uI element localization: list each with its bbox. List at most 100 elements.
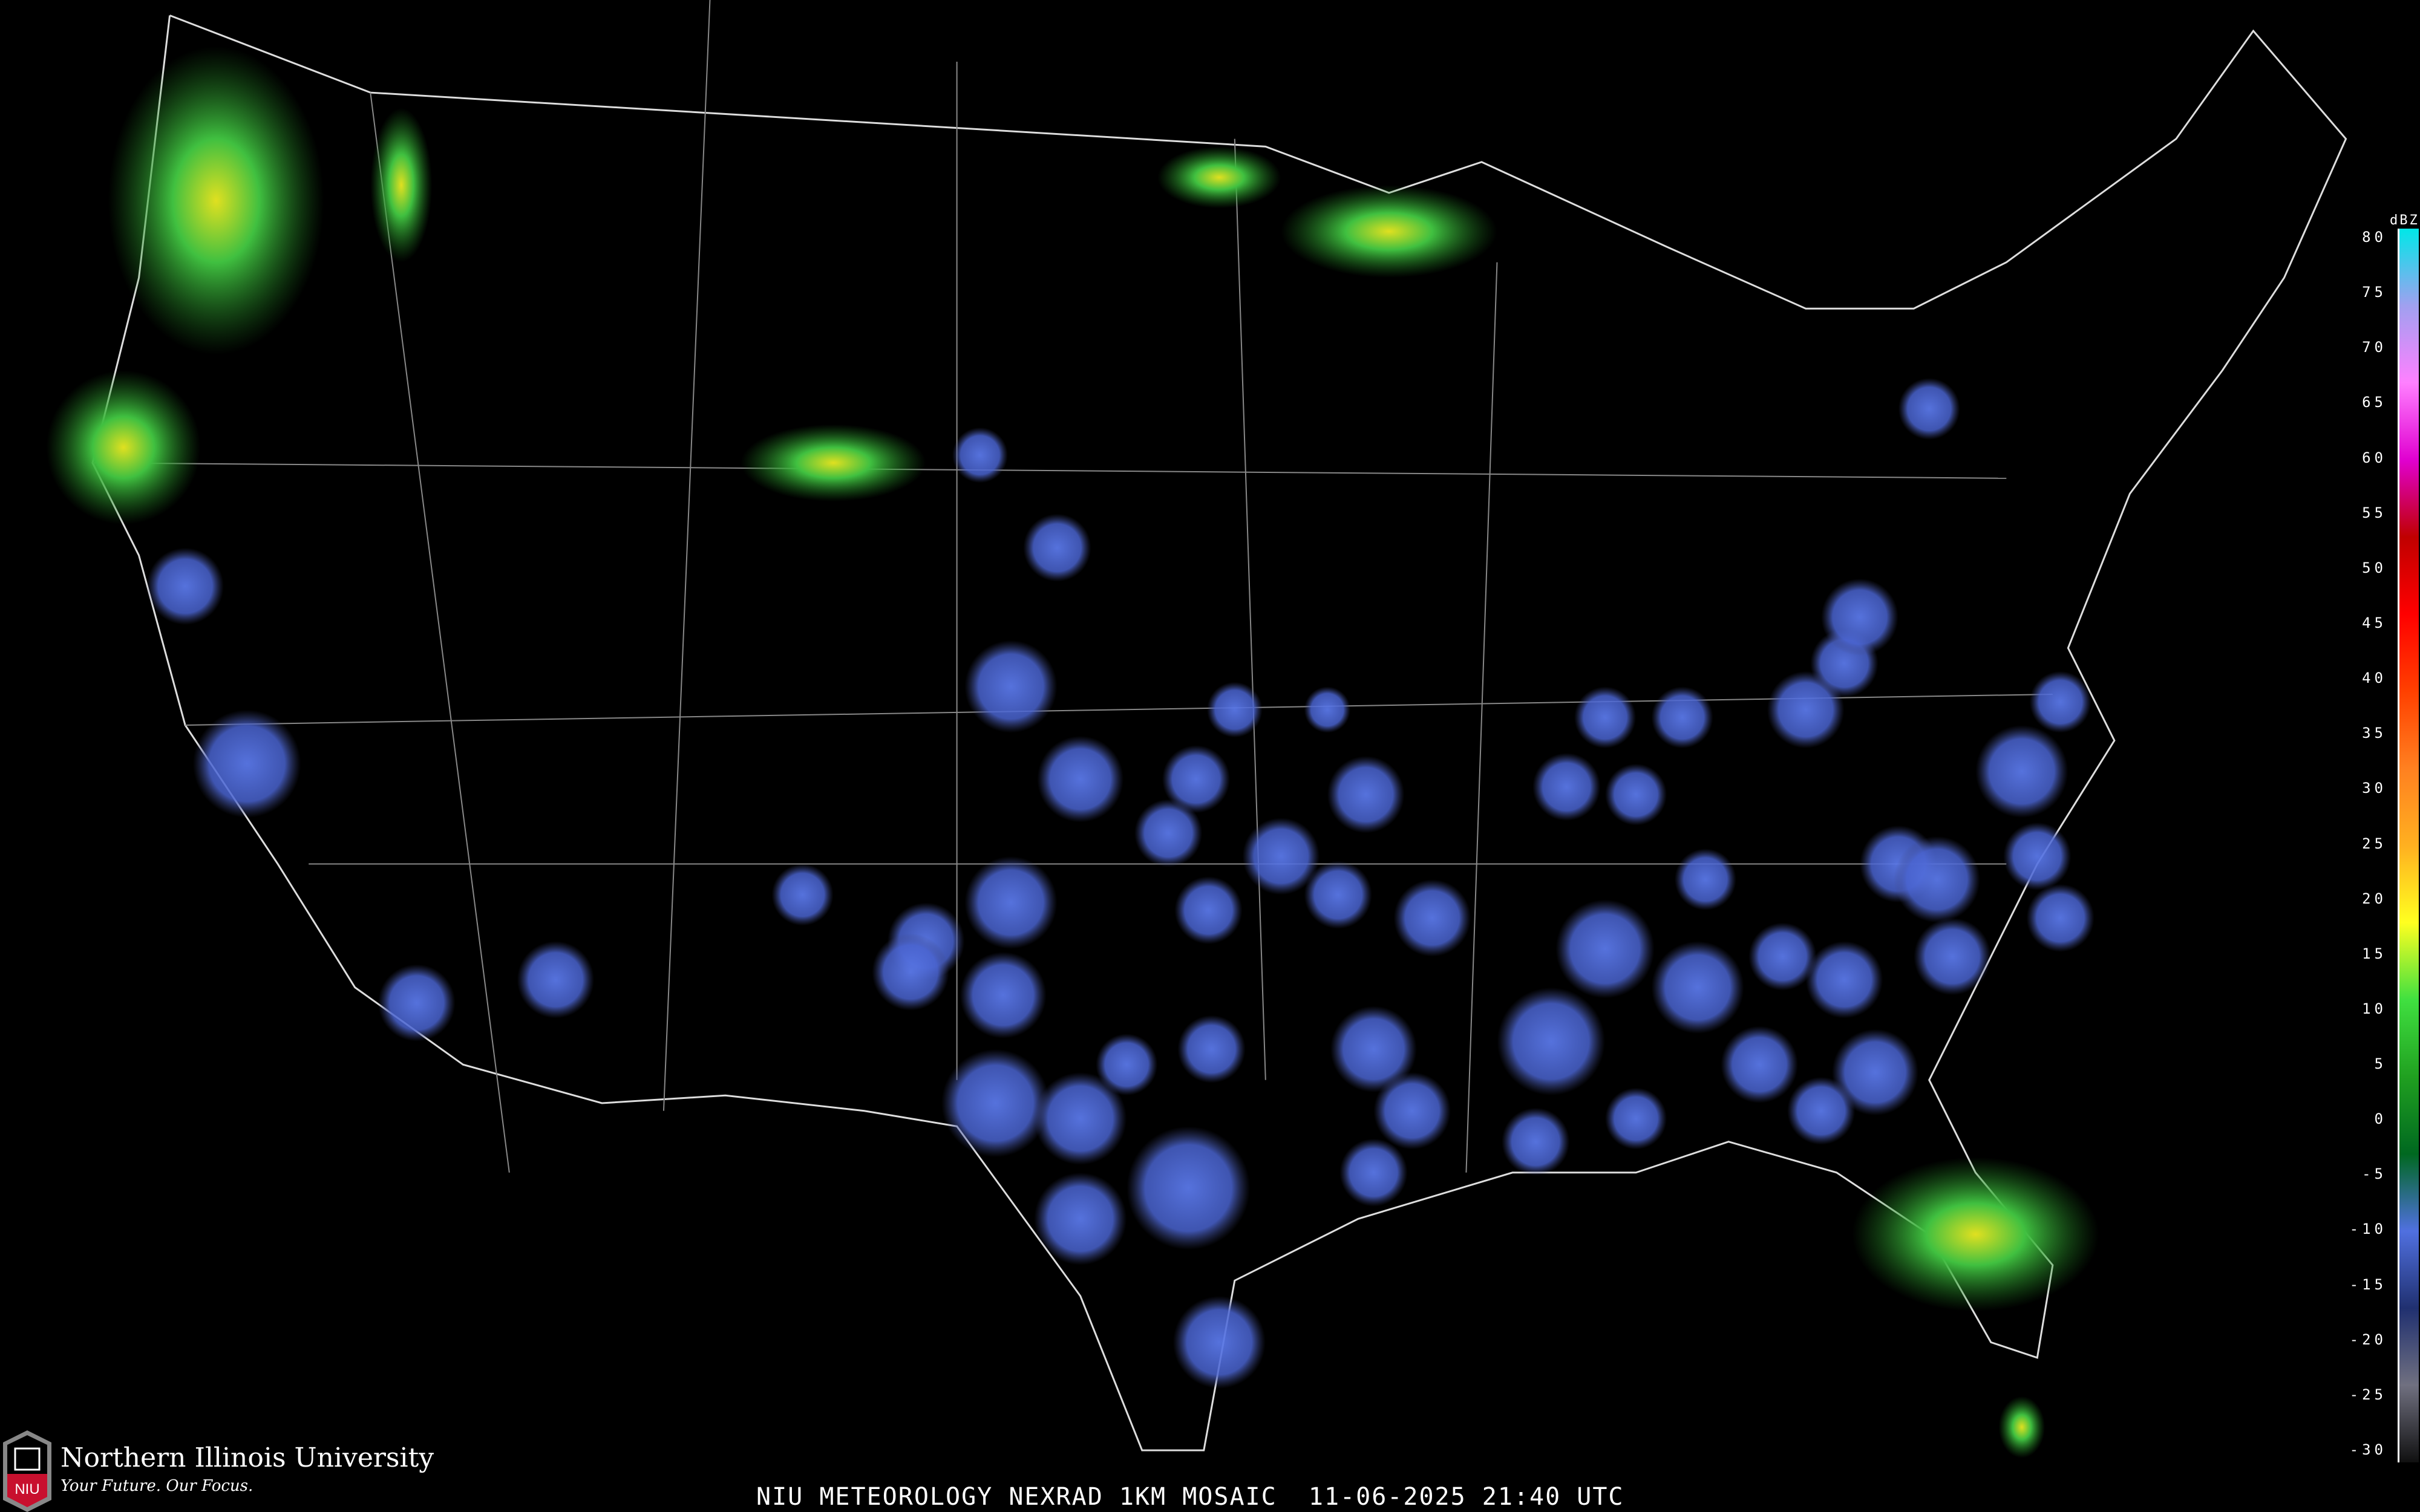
radar-echo xyxy=(1821,578,1898,656)
radar-echo xyxy=(146,547,224,625)
radar-echo xyxy=(952,427,1008,483)
legend-label: -5 xyxy=(2362,1165,2387,1183)
radar-echo xyxy=(1651,686,1713,749)
radar-echo xyxy=(1206,682,1263,738)
radar-echo xyxy=(1172,1295,1266,1389)
radar-echo xyxy=(1605,763,1667,826)
radar-echo xyxy=(1497,987,1606,1096)
state-border xyxy=(185,693,2053,726)
radar-echo xyxy=(1605,1087,1667,1150)
state-border xyxy=(1465,262,1498,1173)
radar-echo xyxy=(1304,861,1372,929)
legend-label: -30 xyxy=(2349,1441,2387,1458)
radar-echo xyxy=(960,951,1047,1038)
radar-echo xyxy=(1096,1034,1158,1096)
radar-echo xyxy=(1787,1077,1856,1145)
radar-echo xyxy=(1674,849,1736,911)
radar-echo xyxy=(941,1049,1050,1158)
legend-label: -10 xyxy=(2349,1220,2387,1238)
university-tagline: Your Future. Our Focus. xyxy=(60,1477,253,1495)
radar-echo-heavy xyxy=(1281,185,1497,278)
map-caption: NIU METEOROLOGY NEXRAD 1KM MOSAIC 11-06-… xyxy=(756,1483,1624,1511)
radar-echo-heavy xyxy=(108,46,324,355)
radar-echo xyxy=(1339,1138,1408,1207)
niu-logo: NIU xyxy=(3,1430,51,1512)
legend-label: 55 xyxy=(2362,504,2387,521)
legend-label: 30 xyxy=(2362,780,2387,797)
radar-echo xyxy=(1373,1072,1451,1150)
radar-echo-heavy xyxy=(46,370,201,525)
radar-echo-heavy xyxy=(1998,1396,2046,1458)
radar-echo xyxy=(1177,1015,1246,1083)
university-name: Northern Illinois University xyxy=(60,1442,434,1473)
radar-echo-heavy xyxy=(1852,1157,2099,1312)
radar-echo xyxy=(1134,799,1203,867)
radar-echo xyxy=(1502,1107,1570,1176)
radar-echo xyxy=(517,941,595,1018)
radar-echo xyxy=(1914,917,1991,996)
legend-label: 60 xyxy=(2362,449,2387,466)
radar-echo xyxy=(872,933,949,1011)
radar-echo xyxy=(964,640,1058,733)
radar-echo xyxy=(1330,1006,1417,1093)
radar-echo xyxy=(1174,876,1243,945)
dbz-color-legend xyxy=(2398,229,2419,1462)
legend-label: -20 xyxy=(2349,1331,2387,1348)
radar-echo xyxy=(1034,1172,1127,1265)
radar-echo xyxy=(1327,755,1405,833)
radar-echo xyxy=(192,709,301,818)
radar-echo xyxy=(1805,941,1883,1018)
legend-label: 15 xyxy=(2362,945,2387,962)
coastline xyxy=(91,15,2347,1452)
radar-echo xyxy=(1162,745,1231,813)
radar-echo xyxy=(1898,377,1960,440)
radar-echo xyxy=(2029,671,2091,733)
radar-echo xyxy=(1555,899,1655,999)
radar-echo xyxy=(1651,941,1744,1034)
legend-label: -15 xyxy=(2349,1276,2387,1293)
legend-title: dBZ xyxy=(2390,213,2419,228)
state-border xyxy=(1234,138,1266,1080)
radar-echo xyxy=(1037,735,1124,823)
legend-label: 70 xyxy=(2362,339,2387,356)
legend-label: 0 xyxy=(2374,1110,2387,1128)
legend-label: 80 xyxy=(2362,229,2387,246)
radar-echo xyxy=(1242,818,1320,895)
radar-echo xyxy=(1574,686,1637,749)
radar-echo xyxy=(1975,725,2068,818)
legend-label: 5 xyxy=(2374,1055,2387,1073)
radar-echo xyxy=(1023,513,1091,582)
radar-echo xyxy=(1894,836,1980,923)
radar-echoes xyxy=(46,46,2099,1458)
radar-echo-heavy xyxy=(370,108,433,262)
radar-echo xyxy=(1832,1029,1918,1116)
radar-echo xyxy=(1748,922,1817,991)
radar-echo xyxy=(964,856,1058,949)
radar-echo xyxy=(2026,884,2095,952)
radar-echo xyxy=(1721,1026,1798,1103)
radar-echo xyxy=(378,964,456,1041)
svg-text:NIU: NIU xyxy=(15,1481,39,1497)
radar-echo-heavy xyxy=(741,424,926,502)
legend-label: 35 xyxy=(2362,725,2387,742)
legend-label: 75 xyxy=(2362,284,2387,301)
radar-echo xyxy=(1304,686,1351,733)
legend-label: 25 xyxy=(2362,835,2387,852)
legend-label: 10 xyxy=(2362,1000,2387,1017)
radar-echo-heavy xyxy=(1157,146,1281,209)
radar-echo xyxy=(2003,822,2072,890)
legend-label: -25 xyxy=(2349,1386,2387,1403)
radar-echo xyxy=(1393,879,1471,957)
legend-label: 20 xyxy=(2362,890,2387,907)
radar-echo xyxy=(1532,752,1601,821)
state-border xyxy=(662,0,711,1111)
radar-echo xyxy=(1127,1126,1251,1250)
radar-echo xyxy=(1034,1072,1127,1165)
legend-label: 50 xyxy=(2362,559,2387,576)
radar-echo xyxy=(771,864,834,926)
state-border xyxy=(93,462,2007,479)
legend-label: 65 xyxy=(2362,394,2387,411)
state-border xyxy=(370,92,510,1173)
legend-label: 45 xyxy=(2362,614,2387,631)
